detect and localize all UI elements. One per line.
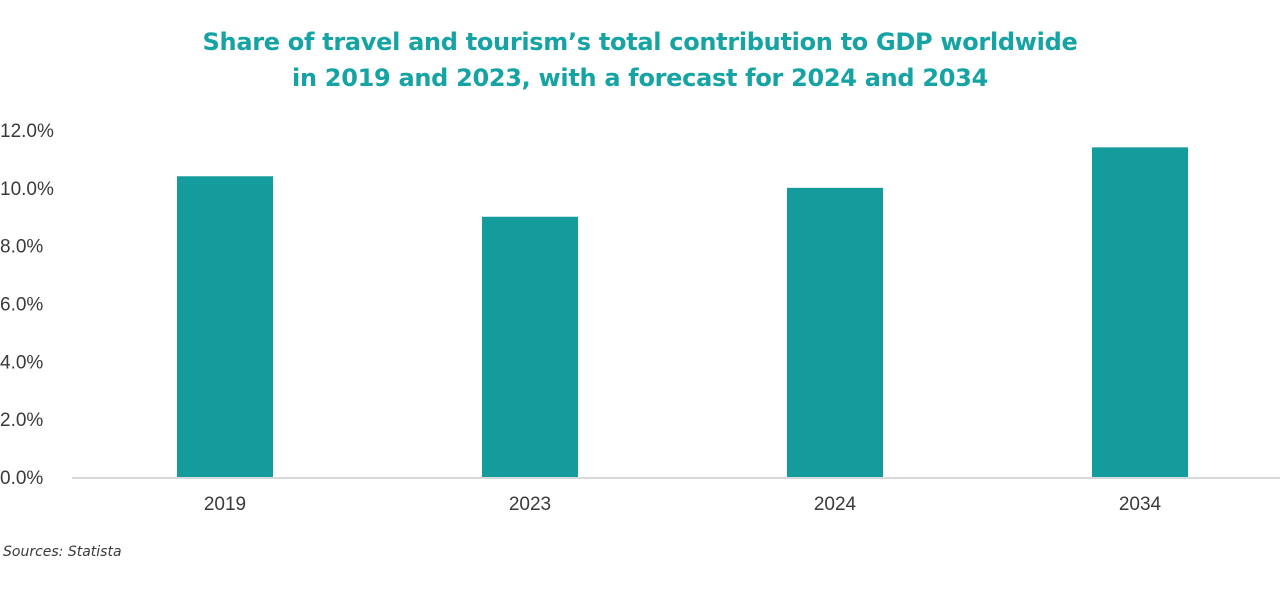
y-tick-label: 6.0% <box>0 295 43 316</box>
x-tick-label-2024: 2024 <box>814 494 857 515</box>
bar-2034 <box>1092 147 1188 477</box>
bar-2023 <box>482 216 578 477</box>
x-axis-ticks: 2019 2023 2024 2034 <box>204 494 1162 515</box>
y-tick-label: 0.0% <box>0 468 43 489</box>
x-tick-label-2023: 2023 <box>509 494 551 515</box>
chart-title: Share of travel and tourism’s total cont… <box>0 24 1280 96</box>
x-tick-label-2019: 2019 <box>204 494 246 515</box>
y-tick-label: 8.0% <box>0 237 43 258</box>
y-tick-label: 4.0% <box>0 352 43 373</box>
chart-title-line-1: Share of travel and tourism’s total cont… <box>202 28 1078 56</box>
source-note: Sources: Statista <box>3 544 122 560</box>
y-tick-label: 12.0% <box>0 121 54 142</box>
y-tick-label: 2.0% <box>0 410 43 431</box>
y-axis-ticks: 0.0% 2.0% 4.0% 6.0% 8.0% 10.0% 12.0% <box>0 121 54 489</box>
y-tick-label: 10.0% <box>0 179 54 200</box>
chart-title-line-2: in 2019 and 2023, with a forecast for 20… <box>292 64 988 92</box>
bar-series <box>177 147 1188 478</box>
bar-2019 <box>177 176 273 477</box>
x-tick-label-2034: 2034 <box>1119 494 1162 515</box>
bar-2024 <box>787 187 883 478</box>
